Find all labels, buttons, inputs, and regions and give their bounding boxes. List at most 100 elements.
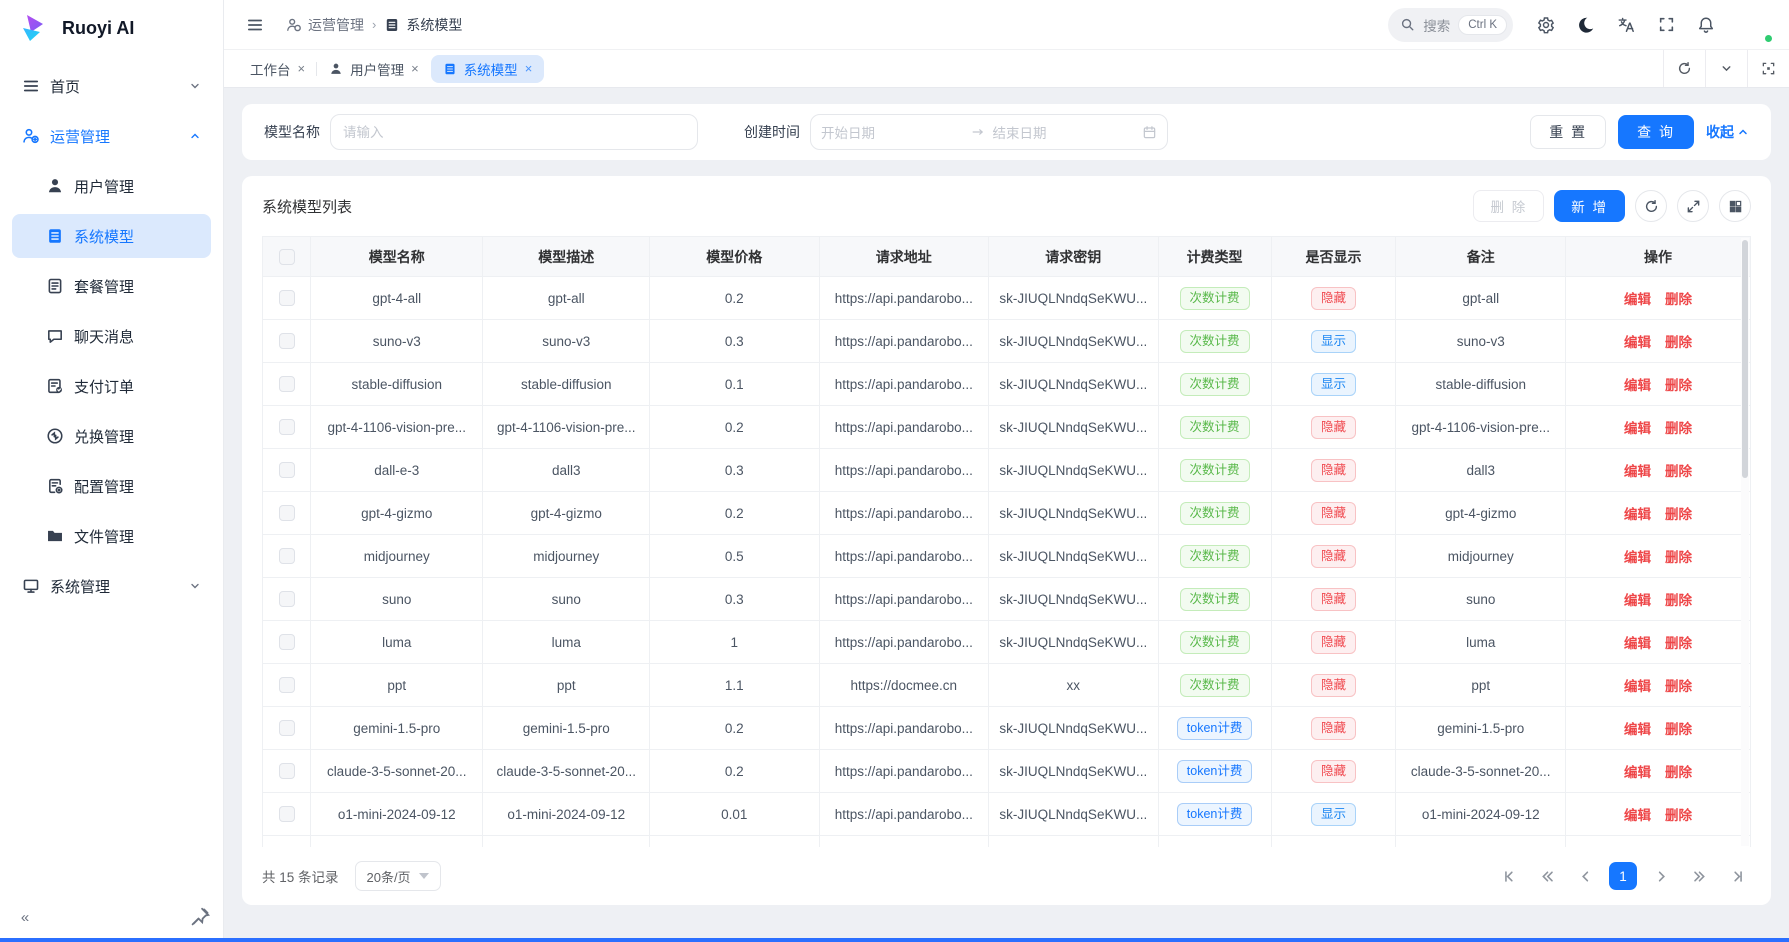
add-button[interactable]: 新 增 [1554, 190, 1625, 222]
sidebar-item-chat-messages[interactable]: 聊天消息 [12, 314, 211, 358]
delete-link[interactable]: 删除 [1664, 722, 1692, 737]
row-checkbox[interactable] [278, 677, 295, 693]
edit-link[interactable]: 编辑 [1623, 464, 1651, 479]
sidebar-item-system-model[interactable]: 系统模型 [12, 214, 211, 258]
delete-link[interactable]: 删除 [1664, 808, 1692, 823]
edit-link[interactable]: 编辑 [1623, 679, 1651, 694]
close-icon[interactable]: × [524, 61, 533, 76]
sidebar-item-operations[interactable]: 运营管理 [12, 114, 211, 158]
pin-icon[interactable] [189, 906, 211, 928]
edit-link[interactable]: 编辑 [1623, 292, 1651, 307]
sidebar-item-home[interactable]: 首页 [12, 64, 211, 108]
edit-link[interactable]: 编辑 [1623, 722, 1651, 737]
row-checkbox[interactable] [278, 333, 295, 349]
row-checkbox[interactable] [278, 720, 295, 736]
delete-link[interactable]: 删除 [1664, 679, 1692, 694]
date-range-picker[interactable]: 开始日期 结束日期 [810, 114, 1168, 150]
forward-five-button[interactable] [1685, 862, 1713, 890]
delete-link[interactable]: 删除 [1664, 550, 1692, 565]
first-page-button[interactable] [1495, 862, 1523, 890]
breadcrumb-item-operations[interactable]: 运营管理 [286, 15, 364, 35]
prev-page-button[interactable] [1571, 862, 1599, 890]
content-fullscreen-button[interactable] [1747, 50, 1789, 87]
column-header[interactable]: 模型名称 [311, 237, 484, 277]
edit-link[interactable]: 编辑 [1623, 378, 1651, 393]
row-checkbox[interactable] [278, 376, 295, 392]
last-page-button[interactable] [1723, 862, 1751, 890]
sidebar-item-exchange-management[interactable]: 兑换管理 [12, 414, 211, 458]
close-icon[interactable]: × [297, 61, 306, 76]
notifications-button[interactable] [1689, 8, 1723, 42]
select-all-checkbox[interactable] [278, 248, 295, 265]
row-checkbox[interactable] [278, 290, 295, 306]
back-five-button[interactable] [1533, 862, 1561, 890]
delete-link[interactable]: 删除 [1664, 765, 1692, 780]
edit-link[interactable]: 编辑 [1623, 335, 1651, 350]
reset-button[interactable]: 重 置 [1530, 115, 1607, 149]
delete-link[interactable]: 删除 [1664, 636, 1692, 651]
sidebar-item-payment-orders[interactable]: 支付订单 [12, 364, 211, 408]
scrollbar-thumb[interactable] [1742, 240, 1748, 478]
tab-system-model[interactable]: 系统模型 × [430, 54, 545, 83]
tab-user-management[interactable]: 用户管理 × [316, 55, 431, 83]
row-checkbox[interactable] [278, 419, 295, 435]
delete-button[interactable]: 删 除 [1473, 190, 1545, 222]
row-checkbox[interactable] [278, 634, 295, 650]
current-page[interactable]: 1 [1609, 862, 1637, 890]
column-header[interactable]: 操作 [1565, 237, 1750, 277]
row-checkbox[interactable] [278, 505, 295, 521]
edit-link[interactable]: 编辑 [1623, 421, 1651, 436]
dark-mode-toggle[interactable] [1569, 8, 1603, 42]
column-header[interactable]: 备注 [1396, 237, 1566, 277]
tab-workbench[interactable]: 工作台 × [238, 55, 317, 83]
sidebar-toggle-button[interactable] [238, 8, 272, 42]
delete-link[interactable]: 删除 [1664, 421, 1692, 436]
edit-link[interactable]: 编辑 [1623, 765, 1651, 780]
language-button[interactable] [1609, 8, 1643, 42]
edit-link[interactable]: 编辑 [1623, 808, 1651, 823]
sidebar-item-package-management[interactable]: 套餐管理 [12, 264, 211, 308]
delete-link[interactable]: 删除 [1664, 464, 1692, 479]
edit-link[interactable]: 编辑 [1623, 550, 1651, 565]
sidebar-item-system-management[interactable]: 系统管理 [12, 564, 211, 608]
close-icon[interactable]: × [411, 61, 419, 76]
column-header[interactable]: 请求密钥 [989, 237, 1159, 277]
column-settings-button[interactable] [1719, 190, 1751, 222]
query-button[interactable]: 查 询 [1618, 115, 1694, 149]
sidebar-item-config-management[interactable]: 配置管理 [12, 464, 211, 508]
row-checkbox[interactable] [278, 591, 295, 607]
row-checkbox[interactable] [278, 806, 295, 822]
row-checkbox[interactable] [278, 548, 295, 564]
column-header[interactable]: 计费类型 [1158, 237, 1272, 277]
sidebar-item-user-management[interactable]: 用户管理 [12, 164, 211, 208]
delete-link[interactable]: 删除 [1664, 335, 1692, 350]
row-checkbox[interactable] [278, 763, 295, 779]
delete-link[interactable]: 删除 [1664, 292, 1692, 307]
column-header[interactable]: 是否显示 [1271, 237, 1397, 277]
global-search[interactable]: 搜索 Ctrl K [1388, 7, 1513, 42]
refresh-table-button[interactable] [1635, 190, 1667, 222]
row-checkbox[interactable] [278, 462, 295, 478]
column-header[interactable]: 模型价格 [650, 237, 820, 277]
collapse-filter-link[interactable]: 收起 [1706, 122, 1749, 142]
fullscreen-button[interactable] [1649, 8, 1683, 42]
settings-button[interactable] [1529, 8, 1563, 42]
sidebar-collapse-button[interactable]: « [12, 904, 38, 930]
column-header[interactable]: 请求地址 [819, 237, 990, 277]
model-name-input[interactable] [330, 114, 698, 150]
sidebar-item-file-management[interactable]: 文件管理 [12, 514, 211, 558]
tab-menu-button[interactable] [1705, 50, 1747, 87]
delete-link[interactable]: 删除 [1664, 593, 1692, 608]
edit-link[interactable]: 编辑 [1623, 636, 1651, 651]
edit-link[interactable]: 编辑 [1623, 507, 1651, 522]
next-page-button[interactable] [1647, 862, 1675, 890]
page-size-select[interactable]: 20条/页 [354, 861, 441, 891]
user-menu[interactable] [1737, 7, 1774, 44]
delete-link[interactable]: 删除 [1664, 507, 1692, 522]
delete-link[interactable]: 删除 [1664, 378, 1692, 393]
column-header[interactable]: 模型描述 [483, 237, 651, 277]
refresh-tab-button[interactable] [1663, 50, 1705, 87]
edit-link[interactable]: 编辑 [1623, 593, 1651, 608]
table-fullscreen-button[interactable] [1677, 190, 1709, 222]
breadcrumb-item-system-model[interactable]: 系统模型 [384, 15, 462, 35]
